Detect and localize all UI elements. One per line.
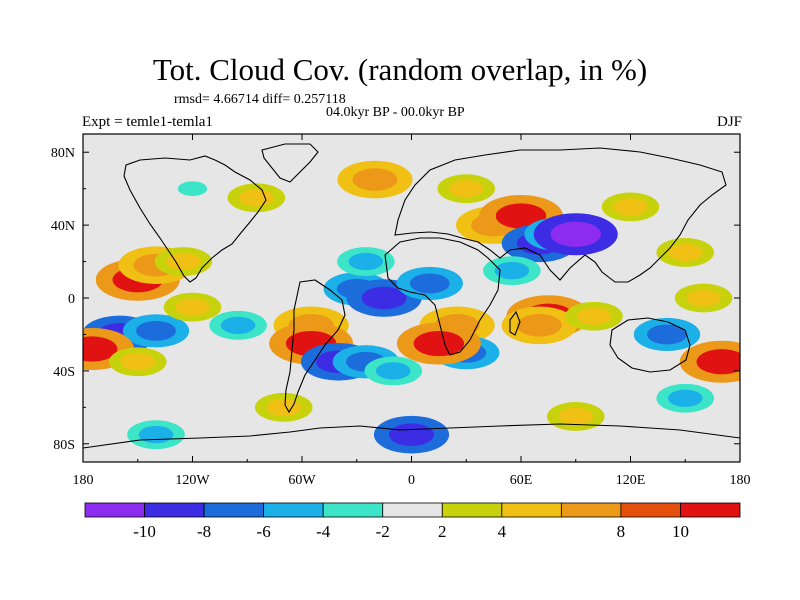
- x-tick-label: 180: [730, 473, 751, 488]
- colorbar-swatch: [144, 502, 205, 518]
- anomaly-region: [352, 168, 398, 191]
- anomaly-region: [348, 252, 384, 271]
- colorbar-label: 4: [498, 522, 507, 541]
- anomaly-region: [136, 320, 176, 341]
- colorbar-label: -2: [376, 522, 390, 541]
- anomaly-region: [495, 203, 547, 229]
- colorbar-label: -4: [316, 522, 331, 541]
- anomaly-region: [667, 243, 703, 262]
- anomaly-region: [448, 180, 484, 198]
- anomaly-region: [696, 349, 740, 375]
- anomaly-region: [388, 423, 435, 446]
- anomaly-region: [361, 286, 407, 310]
- colorbar-swatch: [501, 502, 562, 518]
- x-tick-label: 60E: [510, 473, 533, 488]
- anomaly-region: [120, 353, 156, 371]
- coastline-greenland: [261, 143, 319, 183]
- coastlines: [83, 143, 740, 449]
- anomaly-region: [647, 324, 687, 345]
- anomaly-region: [220, 316, 256, 334]
- anomaly-region: [375, 362, 411, 380]
- coastline-north-america: [123, 155, 267, 283]
- colorbar-label: 10: [672, 522, 689, 541]
- y-tick-label: 80S: [53, 438, 75, 453]
- anomaly-field: [83, 160, 740, 454]
- y-tick-label: 40N: [51, 219, 75, 234]
- anomaly-region: [516, 314, 562, 337]
- x-tick-label: 120E: [616, 473, 646, 488]
- anomaly-region: [494, 262, 530, 280]
- coastline-madagascar: [509, 310, 521, 336]
- coastline-south-america: [284, 279, 346, 414]
- x-tick-label: 180: [73, 473, 94, 488]
- colorbar-swatch: [620, 502, 681, 518]
- x-tick-label: 120W: [175, 473, 210, 488]
- anomaly-region: [409, 273, 450, 294]
- anomaly-region: [413, 330, 465, 357]
- experiment-text: Expt = temle1-temla1: [82, 114, 213, 130]
- x-tick-label: 60W: [288, 473, 316, 488]
- anomaly-region: [558, 407, 594, 426]
- anomaly-region: [83, 336, 118, 362]
- coastline-africa: [384, 237, 501, 356]
- colorbar-swatch: [560, 502, 622, 518]
- colorbar-swatch: [203, 502, 265, 518]
- anomaly-region: [266, 398, 302, 416]
- anomaly-region: [686, 289, 721, 307]
- period-text: 04.0kyr BP - 00.0kyr BP: [326, 105, 465, 120]
- colorbar-label: -8: [197, 522, 211, 541]
- axes: 180 120W 60W 0 60E 120E 180 80N 40N 0 40S 80S: [51, 134, 751, 488]
- y-tick-label: 40S: [53, 365, 75, 380]
- coastline-eurasia: [394, 147, 727, 283]
- colorbar: -10 -8 -6 -4 -2 2 4 8 10: [84, 502, 741, 541]
- colorbar-swatch: [680, 502, 741, 518]
- y-tick-label: 80N: [51, 146, 75, 161]
- chart-title: Tot. Cloud Cov. (random overlap, in %): [152, 52, 648, 87]
- x-tick-label: 0: [408, 473, 415, 488]
- colorbar-swatch: [263, 502, 324, 518]
- anomaly-region: [138, 426, 174, 444]
- colorbar-label: -6: [257, 522, 271, 541]
- colorbar-swatch: [322, 502, 384, 518]
- anomaly-region: [239, 189, 274, 207]
- stats-text: rmsd= 4.66714 diff= 0.257118: [174, 92, 346, 107]
- coastline-antarctica: [83, 423, 740, 449]
- anomaly-region: [667, 389, 703, 407]
- anomaly-region: [550, 221, 601, 247]
- colorbar-label: 8: [617, 522, 626, 541]
- anomaly-region: [166, 252, 201, 271]
- anomaly-region: [576, 307, 612, 325]
- anomaly-region: [177, 181, 208, 196]
- colorbar-label: -10: [133, 522, 156, 541]
- anomaly-region: [613, 198, 648, 216]
- colorbar-label: 2: [438, 522, 447, 541]
- anomaly-region: [175, 298, 210, 316]
- colorbar-swatch: [382, 502, 443, 518]
- coastline-australia: [609, 317, 691, 373]
- colorbar-swatch: [441, 502, 503, 518]
- y-tick-label: 0: [68, 292, 75, 307]
- colorbar-swatch: [84, 502, 145, 518]
- season-text: DJF: [716, 114, 742, 130]
